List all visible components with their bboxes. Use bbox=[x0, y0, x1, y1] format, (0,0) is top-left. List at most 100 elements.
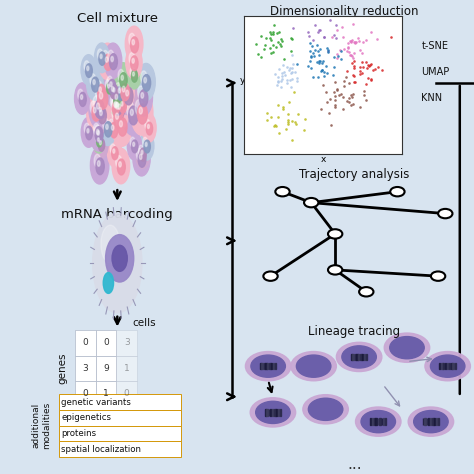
Circle shape bbox=[74, 83, 90, 114]
Circle shape bbox=[97, 49, 102, 59]
Bar bbox=[430, 419, 431, 425]
Bar bbox=[427, 419, 428, 425]
Circle shape bbox=[110, 84, 118, 99]
Circle shape bbox=[136, 139, 150, 168]
Bar bbox=[375, 419, 377, 425]
Circle shape bbox=[112, 105, 132, 146]
Circle shape bbox=[118, 96, 123, 107]
Bar bbox=[280, 409, 281, 416]
Circle shape bbox=[303, 395, 348, 424]
Text: mRNA barcoding: mRNA barcoding bbox=[62, 208, 173, 220]
Circle shape bbox=[121, 83, 129, 100]
Circle shape bbox=[114, 110, 123, 128]
Circle shape bbox=[99, 43, 117, 80]
Text: epigenetics: epigenetics bbox=[61, 413, 111, 422]
Circle shape bbox=[107, 76, 112, 88]
Circle shape bbox=[87, 67, 103, 100]
Bar bbox=[276, 409, 277, 416]
Bar bbox=[264, 409, 265, 416]
Circle shape bbox=[117, 101, 125, 118]
Bar bbox=[117, 330, 137, 356]
Circle shape bbox=[96, 128, 103, 142]
Circle shape bbox=[414, 410, 448, 433]
Text: 1: 1 bbox=[124, 364, 129, 373]
Circle shape bbox=[129, 106, 138, 125]
Circle shape bbox=[97, 136, 102, 147]
Circle shape bbox=[112, 98, 122, 118]
Bar bbox=[372, 419, 373, 425]
Circle shape bbox=[99, 52, 106, 65]
Circle shape bbox=[98, 138, 105, 151]
Circle shape bbox=[117, 86, 124, 100]
Circle shape bbox=[430, 355, 465, 377]
Circle shape bbox=[103, 74, 116, 100]
Bar bbox=[439, 363, 440, 369]
Circle shape bbox=[103, 118, 109, 130]
Circle shape bbox=[90, 74, 96, 85]
Text: 0: 0 bbox=[82, 338, 88, 347]
Circle shape bbox=[140, 132, 154, 160]
Circle shape bbox=[107, 86, 129, 130]
Circle shape bbox=[109, 81, 114, 92]
Bar bbox=[360, 354, 362, 360]
Circle shape bbox=[105, 80, 110, 89]
Bar bbox=[358, 354, 359, 360]
Bar bbox=[265, 363, 267, 369]
Text: genetic variants: genetic variants bbox=[61, 398, 131, 407]
Circle shape bbox=[108, 138, 122, 167]
Circle shape bbox=[112, 147, 118, 160]
Bar bbox=[422, 419, 423, 425]
Circle shape bbox=[111, 97, 117, 108]
Circle shape bbox=[112, 106, 119, 120]
Circle shape bbox=[109, 91, 123, 121]
Circle shape bbox=[141, 150, 143, 155]
Circle shape bbox=[93, 96, 100, 110]
Circle shape bbox=[108, 50, 114, 63]
Circle shape bbox=[111, 56, 113, 62]
Text: UMAP: UMAP bbox=[421, 67, 449, 77]
Circle shape bbox=[359, 287, 374, 297]
Bar bbox=[96, 330, 117, 356]
Circle shape bbox=[408, 407, 454, 436]
Circle shape bbox=[81, 95, 83, 100]
Bar bbox=[117, 356, 137, 381]
Circle shape bbox=[109, 81, 126, 116]
Circle shape bbox=[130, 67, 135, 77]
Circle shape bbox=[84, 61, 89, 72]
Ellipse shape bbox=[112, 246, 128, 271]
Circle shape bbox=[81, 117, 96, 147]
Circle shape bbox=[95, 133, 100, 142]
Circle shape bbox=[137, 64, 155, 100]
Circle shape bbox=[125, 26, 143, 62]
Circle shape bbox=[79, 92, 86, 107]
Circle shape bbox=[87, 93, 105, 130]
Circle shape bbox=[112, 148, 130, 184]
Circle shape bbox=[122, 86, 125, 92]
Circle shape bbox=[104, 70, 120, 102]
Bar bbox=[434, 419, 435, 425]
Bar bbox=[445, 363, 446, 369]
Bar bbox=[96, 381, 117, 407]
Bar bbox=[269, 363, 271, 369]
Circle shape bbox=[109, 54, 118, 70]
Circle shape bbox=[110, 144, 115, 154]
Circle shape bbox=[126, 46, 142, 79]
Circle shape bbox=[109, 79, 116, 94]
Circle shape bbox=[137, 148, 142, 160]
Circle shape bbox=[91, 147, 109, 184]
Text: 0: 0 bbox=[124, 390, 129, 398]
Circle shape bbox=[142, 74, 151, 91]
Bar bbox=[370, 419, 371, 425]
Circle shape bbox=[137, 104, 147, 124]
Circle shape bbox=[95, 100, 104, 118]
Bar bbox=[96, 356, 117, 381]
Circle shape bbox=[93, 128, 105, 153]
Bar bbox=[453, 363, 454, 369]
Circle shape bbox=[145, 142, 147, 146]
Bar bbox=[436, 419, 437, 425]
Circle shape bbox=[131, 91, 153, 135]
Bar bbox=[441, 363, 443, 369]
Bar bbox=[443, 363, 444, 369]
Circle shape bbox=[304, 198, 319, 207]
Circle shape bbox=[118, 75, 138, 115]
